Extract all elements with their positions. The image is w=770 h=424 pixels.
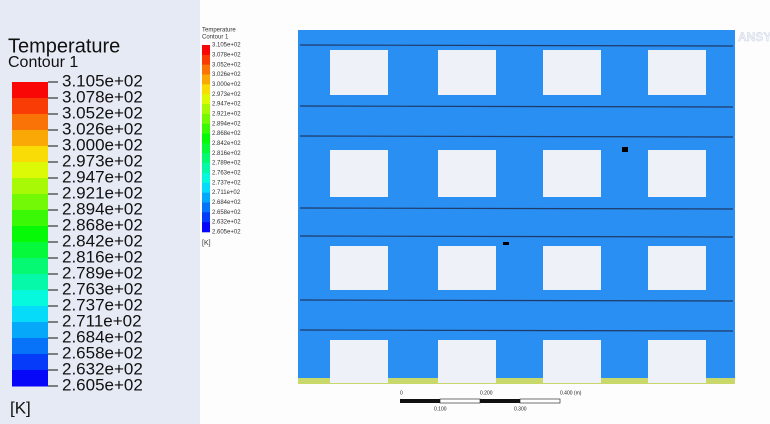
mini-legend-level: 2.921e+02: [212, 111, 241, 117]
mini-color-band: [202, 173, 210, 183]
mini-color-band: [202, 45, 210, 55]
mini-legend-level: 3.000e+02: [212, 82, 241, 88]
mini-legend-subtitle: Contour 1: [202, 35, 229, 41]
mini-legend-level: 2.711e+02: [212, 190, 241, 196]
mini-legend-level: 2.842e+02: [212, 141, 241, 147]
mini-color-band: [202, 124, 210, 134]
mini-color-band: [202, 193, 210, 203]
scale-sublabel: 0.300: [514, 406, 527, 412]
window: [438, 50, 496, 95]
mini-color-band: [202, 143, 210, 153]
mini-color-band: [202, 65, 210, 75]
mini-legend-level: 2.947e+02: [212, 102, 241, 108]
window: [438, 340, 496, 383]
scale-segment: [480, 399, 520, 403]
model: [298, 30, 735, 384]
mini-legend-level: 2.868e+02: [212, 131, 241, 137]
window: [438, 246, 496, 290]
scale-segment: [440, 399, 480, 403]
probe: [503, 242, 509, 245]
mini-color-band: [202, 212, 210, 222]
window: [648, 50, 706, 95]
mini-legend-level: 2.816e+02: [212, 151, 241, 157]
scale-label: 0.200: [480, 390, 493, 396]
color-band: [12, 306, 48, 323]
color-band: [12, 178, 48, 195]
window: [330, 150, 388, 197]
mini-color-band: [202, 202, 210, 212]
mini-color-band: [202, 84, 210, 94]
window: [330, 50, 388, 95]
color-band: [12, 210, 48, 227]
mini-legend-level: 2.632e+02: [212, 220, 241, 226]
color-band: [12, 258, 48, 275]
logo: ANSYS: [738, 30, 770, 44]
color-band: [12, 354, 48, 371]
color-band: [12, 114, 48, 131]
color-band: [12, 194, 48, 211]
window: [330, 246, 388, 290]
probe: [622, 147, 628, 152]
color-band: [12, 82, 48, 99]
color-band: [12, 274, 48, 291]
legend-subtitle: Contour 1: [8, 54, 78, 71]
mini-legend-title: Temperature: [202, 28, 236, 34]
legend-level: 2.605e+02: [62, 375, 143, 394]
window: [330, 340, 388, 383]
mini-color-band: [202, 183, 210, 193]
scale-sublabel: 0.100: [434, 406, 447, 412]
mini-legend-unit: [K]: [202, 240, 211, 247]
mini-legend-level: 2.605e+02: [212, 230, 241, 236]
window: [648, 246, 706, 290]
window: [648, 340, 706, 383]
mini-color-band: [202, 114, 210, 124]
mini-legend-level: 3.105e+02: [212, 43, 241, 49]
mini-legend-level: 2.658e+02: [212, 210, 241, 216]
mini-legend-level: 2.789e+02: [212, 161, 241, 167]
color-band: [12, 130, 48, 147]
mini-color-band: [202, 104, 210, 114]
window: [648, 150, 706, 197]
color-band: [12, 370, 48, 387]
mini-legend-level: 3.026e+02: [212, 72, 241, 78]
mini-legend-level: 2.737e+02: [212, 180, 241, 186]
mini-legend-level: 3.052e+02: [212, 62, 241, 68]
scale-label: 0.400 (m): [560, 390, 582, 396]
color-band: [12, 146, 48, 163]
window: [543, 150, 601, 197]
scale-segment: [520, 399, 560, 403]
window: [438, 150, 496, 197]
mini-legend-level: 2.894e+02: [212, 121, 241, 127]
mini-color-band: [202, 134, 210, 144]
color-band: [12, 242, 48, 259]
mini-legend-level: 2.763e+02: [212, 171, 241, 177]
mini-color-band: [202, 55, 210, 65]
color-band: [12, 322, 48, 339]
legend-unit: [K]: [10, 398, 31, 417]
mini-color-band: [202, 153, 210, 163]
color-band: [12, 226, 48, 243]
scale-segment: [400, 399, 440, 403]
mini-color-band: [202, 222, 210, 232]
mini-legend-level: 2.973e+02: [212, 92, 241, 98]
color-band: [12, 290, 48, 307]
mini-legend-level: 2.684e+02: [212, 200, 241, 206]
mini-color-band: [202, 163, 210, 173]
window: [543, 340, 601, 383]
mini-legend-level: 3.078e+02: [212, 52, 241, 58]
scale-label: 0: [400, 390, 403, 396]
window: [543, 246, 601, 290]
color-band: [12, 162, 48, 179]
color-band: [12, 338, 48, 355]
mini-color-band: [202, 75, 210, 85]
color-band: [12, 98, 48, 115]
mini-color-band: [202, 94, 210, 104]
window: [543, 50, 601, 95]
viewer: Temperature Contour 1 [K] Temperature Co…: [0, 0, 770, 424]
